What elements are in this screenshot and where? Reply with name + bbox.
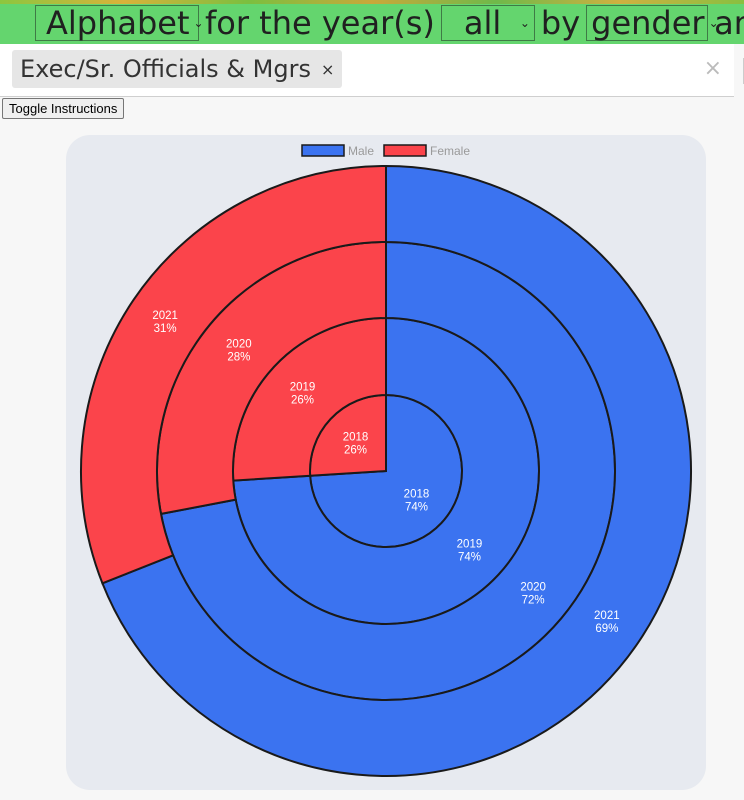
text-by: by: [540, 4, 581, 42]
year-select-value: all: [463, 4, 502, 42]
legend-label-male[interactable]: Male: [348, 144, 374, 158]
slice-label-2021-female: 2021: [152, 310, 178, 322]
year-select[interactable]: all ⌄: [440, 4, 535, 42]
category-chip: Exec/Sr. Officials & Mgrs ×: [12, 50, 343, 88]
slice-2021-male[interactable]: [101, 164, 692, 777]
slice-value-2019-male: 74%: [458, 551, 481, 563]
slice-label-2018-male: 2018: [404, 489, 430, 501]
slice-label-2019-male: 2019: [457, 538, 483, 550]
chevron-down-icon: ⌄: [708, 16, 719, 30]
legend-swatch-male[interactable]: [301, 144, 345, 157]
chevron-down-icon: ⌄: [519, 16, 530, 30]
toggle-instructions-button[interactable]: Toggle Instructions: [2, 98, 125, 119]
category-filter-input[interactable]: Exec/Sr. Officials & Mgrs × ×: [0, 44, 734, 97]
decorative-stripe: [0, 0, 744, 4]
slice-value-2021-male: 69%: [595, 623, 618, 635]
category-chip-label: Exec/Sr. Officials & Mgrs: [20, 55, 311, 83]
slice-label-2018-female: 2018: [343, 431, 369, 443]
slice-2021-female[interactable]: [80, 164, 387, 585]
company-select[interactable]: Alphabet ⌄: [35, 4, 204, 42]
text-and: and: [714, 4, 744, 42]
legend-label-female[interactable]: Female: [430, 144, 470, 158]
top-query-bar: Alphabet ⌄ for the year(s) all ⌄ by gend…: [0, 0, 744, 44]
chevron-down-icon: ⌄: [193, 16, 204, 30]
group-select[interactable]: gender ⌄: [586, 4, 719, 42]
slice-value-2018-male: 74%: [405, 502, 428, 514]
company-select-value: Alphabet: [46, 4, 190, 42]
chip-remove-icon[interactable]: ×: [320, 59, 335, 79]
clear-all-icon[interactable]: ×: [703, 56, 722, 81]
slice-value-2021-female: 31%: [154, 323, 177, 335]
group-select-value: gender: [591, 4, 705, 42]
slice-label-2020-male: 2020: [520, 582, 546, 594]
slice-value-2020-male: 72%: [522, 595, 545, 607]
slice-label-2020-female: 2020: [226, 338, 252, 350]
slice-label-2021-male: 2021: [594, 610, 620, 622]
query-sentence: Alphabet ⌄ for the year(s) all ⌄ by gend…: [0, 2, 744, 44]
text-for-years: for the year(s): [205, 4, 435, 42]
legend-swatch-female[interactable]: [383, 144, 427, 157]
slice-value-2019-female: 26%: [291, 395, 314, 407]
slice-label-2019-female: 2019: [290, 382, 316, 394]
slice-value-2018-female: 26%: [344, 444, 367, 456]
slice-value-2020-female: 28%: [227, 351, 250, 363]
